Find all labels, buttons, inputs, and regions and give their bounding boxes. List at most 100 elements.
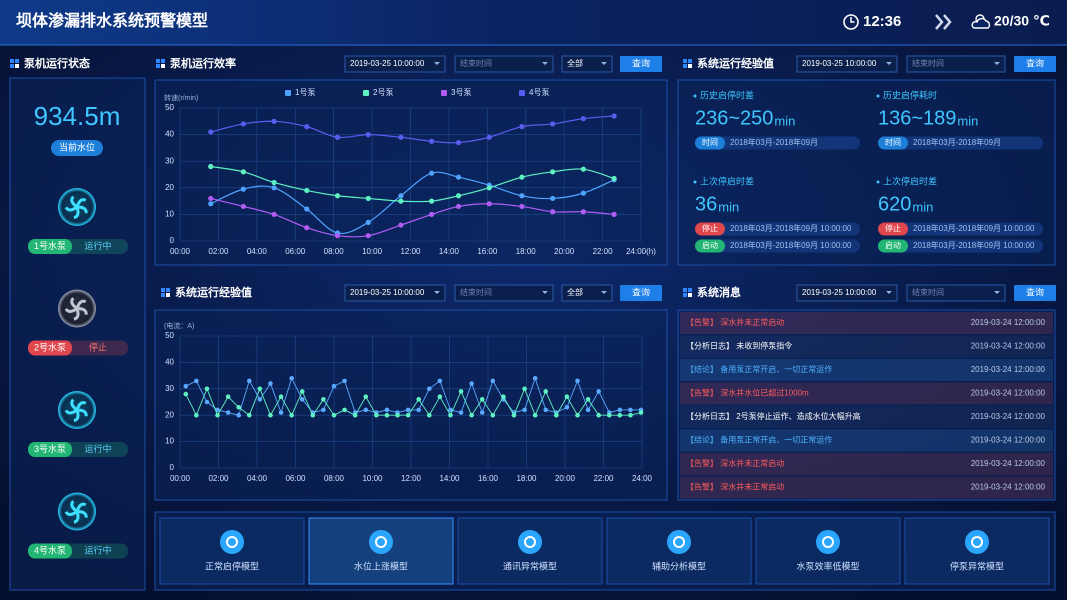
filter-input[interactable] [796, 55, 898, 73]
panel-title: 泵机运行效率 [170, 56, 236, 70]
message-row[interactable] [680, 312, 1053, 334]
y-tick-label: 50 [165, 103, 174, 112]
dropdown-arrow [601, 291, 607, 294]
filter-input[interactable] [344, 284, 446, 302]
module-label[interactable]: 辅助分析模型 [652, 560, 706, 571]
message-row[interactable] [680, 453, 1053, 475]
data-point [278, 394, 284, 400]
message-time[interactable]: 2019-03-24 12:00:00 [971, 318, 1046, 327]
data-point [204, 386, 210, 392]
tag-name: 时间 [702, 137, 718, 147]
query-button[interactable] [1014, 56, 1056, 72]
y-tick-label: 40 [165, 130, 174, 139]
filter-text: 结束时间 [912, 287, 944, 297]
module-label[interactable]: 水泵效率低模型 [796, 560, 859, 571]
filter-input[interactable] [454, 284, 554, 302]
data-point [585, 407, 591, 413]
module-icon-inner[interactable] [822, 536, 834, 548]
module-label[interactable]: 停泵异常模型 [950, 560, 1004, 571]
message-time[interactable]: 2019-03-24 12:00:00 [971, 342, 1046, 351]
module-icon[interactable] [518, 530, 542, 554]
module-icon-inner[interactable] [375, 536, 387, 548]
module-icon[interactable] [965, 530, 989, 554]
module-icon-inner[interactable] [971, 536, 983, 548]
message-time[interactable]: 2019-03-24 12:00:00 [971, 365, 1046, 374]
module-label[interactable]: 水位上涨模型 [354, 560, 408, 571]
query-button[interactable] [620, 285, 662, 301]
data-point [271, 185, 277, 191]
data-point [550, 169, 556, 175]
x-tick-label: 24:00(h) [626, 247, 656, 256]
title-icon [156, 59, 160, 63]
title-icon [10, 64, 14, 68]
message-text[interactable]: 【结论】 备用泵正常开启、一切正常运作 [686, 364, 832, 374]
data-point [321, 397, 326, 402]
message-text[interactable]: 【告警】 深水井未正常启动 [686, 317, 784, 327]
filter-input[interactable] [561, 284, 613, 302]
message-row[interactable] [680, 476, 1053, 499]
filter-text: 2019-03-25 10:00:00 [802, 288, 877, 297]
message-text[interactable]: 【结论】 备用泵正常开启、一切正常运作 [686, 435, 832, 445]
message-time[interactable]: 2019-03-24 12:00:00 [971, 412, 1046, 421]
filter-input[interactable] [796, 284, 898, 302]
module-icon-inner[interactable] [673, 536, 685, 548]
filter-input[interactable] [906, 55, 1006, 73]
data-point [405, 412, 411, 418]
message-row[interactable] [680, 335, 1053, 358]
tag-text: 2018年03月-2018年09月 10:00:00 [913, 223, 1035, 233]
module-icon[interactable] [667, 530, 691, 554]
filter-input[interactable] [561, 55, 613, 73]
y-axis-label: (电流：A) [164, 321, 194, 330]
message-time[interactable]: 2019-03-24 12:00:00 [971, 483, 1046, 492]
message-text[interactable]: 【分析日志】 2号泵停止运作、造成水位大幅升高 [686, 411, 861, 421]
message-row[interactable] [680, 382, 1053, 405]
module-label[interactable]: 通讯异常模型 [503, 560, 557, 571]
efficiency-panel [154, 79, 668, 266]
query-button-text[interactable]: 查询 [632, 57, 650, 68]
filter-input[interactable] [906, 284, 1006, 302]
data-point [365, 132, 371, 138]
module-icon-inner[interactable] [524, 536, 536, 548]
query-button[interactable] [620, 56, 662, 72]
module-icon[interactable] [816, 530, 840, 554]
dropdown-arrow [542, 62, 548, 65]
tag-pill [878, 239, 908, 253]
module-icon[interactable] [220, 530, 244, 554]
module-icon[interactable] [369, 530, 393, 554]
message-text[interactable]: 【分析日志】 未收到停泵指令 [686, 341, 792, 351]
data-point [215, 412, 220, 418]
filter-text: 结束时间 [460, 287, 492, 297]
message-text[interactable]: 【告警】 深水井水位已超过1000m [686, 388, 809, 398]
data-point [519, 174, 525, 180]
pump-status: 运行中 [84, 544, 111, 555]
data-point [554, 412, 559, 418]
dropdown-arrow [434, 291, 440, 294]
tag-text: 2018年03月-2018年09月 10:00:00 [730, 240, 852, 250]
module-icon-inner[interactable] [226, 536, 238, 548]
message-row[interactable] [680, 406, 1053, 428]
filter-input[interactable] [344, 55, 446, 73]
message-row[interactable] [680, 429, 1053, 452]
dropdown-arrow [601, 62, 607, 65]
query-button[interactable] [1014, 285, 1056, 301]
data-point [365, 233, 371, 239]
data-point [606, 412, 612, 418]
message-time[interactable]: 2019-03-24 12:00:00 [971, 436, 1046, 445]
query-button-text[interactable]: 查询 [1026, 286, 1044, 297]
message-time[interactable]: 2019-03-24 12:00:00 [971, 389, 1046, 398]
message-text[interactable]: 【告警】 深水井未正常启动 [686, 482, 784, 492]
message-text[interactable]: 【告警】 深水井未正常启动 [686, 458, 784, 468]
weather-temp: 20/30 ℃ [994, 13, 1050, 29]
filter-input[interactable] [454, 55, 554, 73]
query-button-text[interactable]: 查询 [1026, 57, 1044, 68]
panel-title: 系统运行经验值 [175, 285, 252, 299]
message-time[interactable]: 2019-03-24 12:00:00 [971, 459, 1046, 468]
pump-name: 3号水泵 [34, 443, 66, 454]
title-icon [15, 59, 19, 63]
module-label[interactable]: 正常启停模型 [205, 560, 259, 571]
query-button-text[interactable]: 查询 [632, 286, 650, 297]
title-icon [161, 59, 165, 63]
panel-title: 泵机运行状态 [24, 56, 90, 70]
message-row[interactable] [680, 359, 1053, 381]
data-point [575, 412, 580, 418]
